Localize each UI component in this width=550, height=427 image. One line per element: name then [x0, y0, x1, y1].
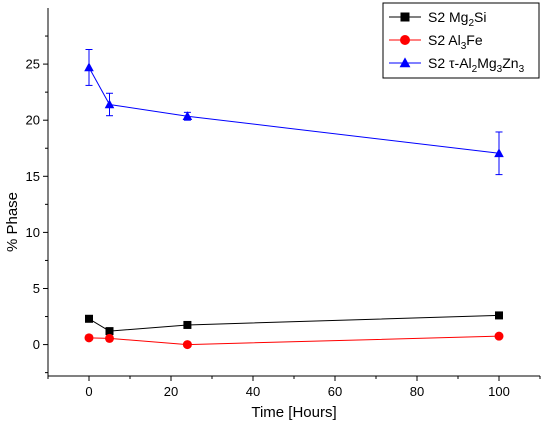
series-line — [88, 335, 500, 346]
data-point — [84, 62, 94, 72]
y-tick-label: 25 — [26, 57, 40, 72]
legend-label: S2 τ-Al2Mg3Zn3 — [428, 55, 525, 75]
y-tick-label: 5 — [33, 281, 40, 296]
series-0 — [85, 311, 503, 336]
legend: S2 Mg2Si S2 Al3Fe S2 τ-Al2Mg3Zn3 — [382, 2, 540, 79]
x-tick-label: 0 — [85, 384, 92, 399]
legend-marker — [399, 57, 411, 68]
x-tick-label: 80 — [410, 384, 424, 399]
data-point — [84, 333, 94, 343]
x-tick-label: 60 — [328, 384, 342, 399]
data-point — [85, 314, 93, 323]
series-2 — [84, 49, 504, 176]
y-tick-label: 0 — [33, 337, 40, 352]
series-line — [88, 314, 500, 332]
y-tick-label: 20 — [26, 113, 40, 128]
data-point — [182, 340, 192, 350]
legend-marker — [400, 12, 410, 22]
series-1 — [84, 331, 504, 350]
data-point — [183, 320, 192, 329]
data-point — [495, 311, 503, 320]
x-tick-label: 100 — [488, 384, 510, 399]
series-line — [88, 67, 500, 154]
data-point — [105, 333, 114, 343]
x-tick-label: 20 — [164, 384, 178, 399]
legend-label: S2 Mg2Si — [428, 9, 486, 29]
legend-marker — [400, 35, 410, 45]
data-point — [104, 99, 115, 109]
axes: 0 20 40 60 80 100 0 5 10 15 20 25 — [26, 8, 541, 399]
x-tick-label: 40 — [246, 384, 260, 399]
y-axis-title: % Phase — [4, 192, 21, 252]
data-point — [494, 148, 504, 158]
y-tick-label: 10 — [26, 225, 40, 240]
data-point — [105, 327, 114, 336]
data-point — [494, 331, 504, 341]
data-point — [182, 111, 193, 121]
plot-area — [84, 49, 504, 350]
legend-label: S2 Al3Fe — [428, 32, 483, 52]
x-axis-title: Time [Hours] — [251, 404, 336, 421]
y-tick-label: 15 — [26, 169, 40, 184]
